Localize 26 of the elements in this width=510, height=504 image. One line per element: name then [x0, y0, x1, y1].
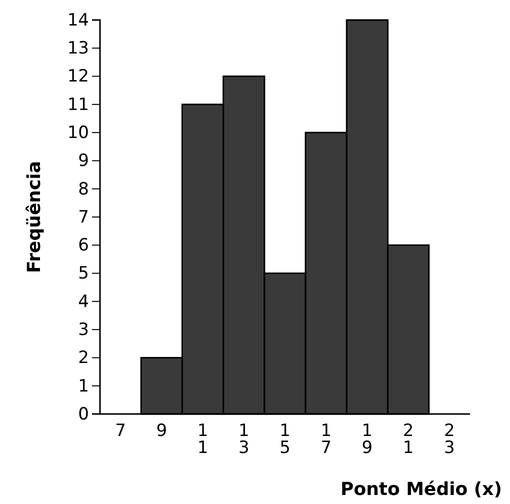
- y-tick-label: 3: [78, 320, 89, 340]
- y-tick-label: 9: [78, 151, 89, 172]
- y-tick-label: 7: [78, 207, 89, 228]
- x-axis-title: Ponto Médio (x): [340, 479, 502, 500]
- y-tick-label: 10: [67, 123, 89, 144]
- y-tick-label: 6: [78, 236, 89, 256]
- y-tick-label: 0: [78, 404, 89, 424]
- y-tick-label: 11: [67, 94, 89, 115]
- x-tick-label: 7: [115, 421, 126, 441]
- y-axis-title: Freqüência: [24, 161, 45, 273]
- y-tick-label: 5: [78, 264, 89, 284]
- y-tick-label: 8: [78, 179, 89, 200]
- y-tick-label: 14: [67, 10, 89, 30]
- x-tick-label: 1 1: [197, 421, 208, 458]
- x-tick-label: 1 5: [280, 421, 290, 458]
- x-tick-label: 9: [156, 421, 168, 441]
- y-tick-label: 12: [67, 66, 89, 87]
- x-tick-label: 2 3: [444, 421, 455, 458]
- x-tick-label: 2 1: [402, 421, 414, 458]
- y-tick-label: 4: [78, 292, 89, 312]
- y-tick-label: 2: [78, 348, 89, 368]
- y-tick-label: 13: [67, 38, 89, 59]
- x-tick-label: 1 9: [362, 421, 373, 458]
- x-tick-label: 1 3: [238, 421, 250, 458]
- y-tick-label: 1: [78, 376, 89, 396]
- x-tick-label: 1 7: [320, 421, 332, 458]
